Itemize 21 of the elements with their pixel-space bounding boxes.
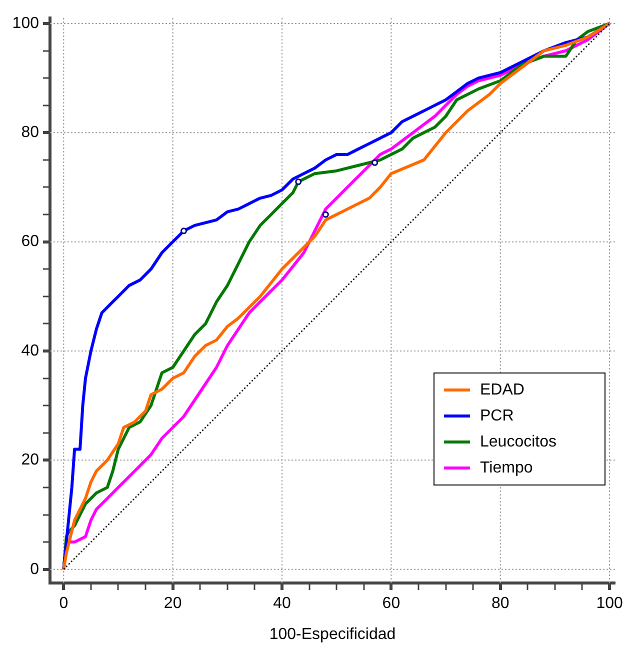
x-tick-label: 100 (596, 595, 623, 612)
legend-label: Leucocitos (480, 433, 556, 450)
point (322, 211, 329, 218)
point (180, 228, 187, 234)
x-tick-label: 60 (382, 595, 400, 612)
y-tick-label: 20 (21, 452, 40, 469)
point (295, 178, 302, 186)
y-tick-label: 100 (12, 14, 40, 32)
legend-label: Tiempo (480, 459, 533, 476)
point (372, 159, 378, 166)
x-tick-label: 40 (273, 595, 292, 612)
y-tick-label: 80 (21, 124, 40, 142)
y-tick-label: 60 (21, 233, 40, 250)
legend-label: PCR (480, 407, 514, 424)
x-axis-title: 100-Especificidad (269, 626, 396, 643)
x-tick-label: 80 (491, 595, 510, 612)
y-tick-label: 40 (21, 342, 40, 360)
x-tick-label: 0 (59, 595, 68, 612)
y-tick-label: 0 (30, 560, 40, 578)
legend-label: EDAD (480, 381, 524, 398)
x-tick-label: 20 (164, 595, 182, 612)
